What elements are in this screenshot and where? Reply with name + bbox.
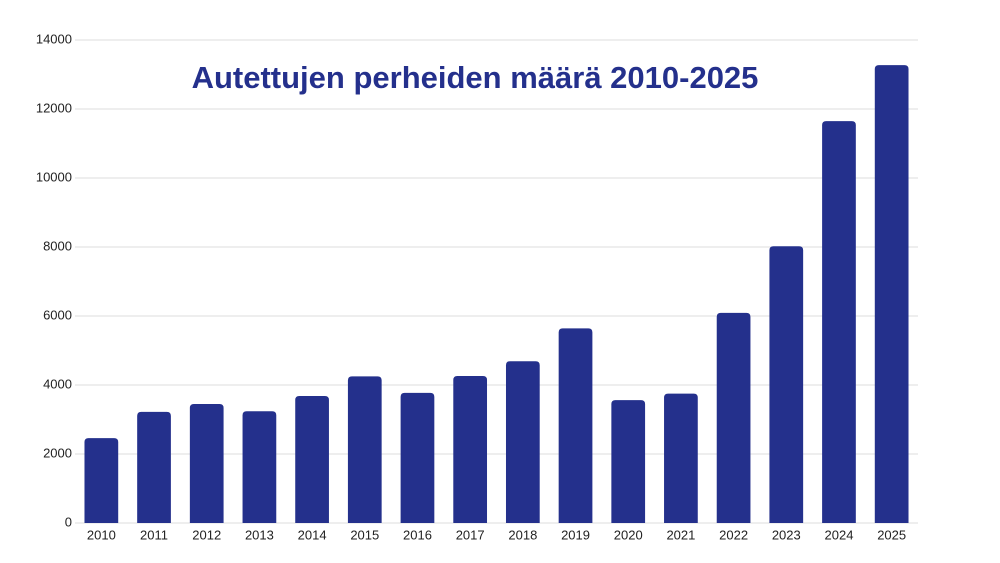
bar — [505, 361, 540, 523]
x-tick-label: 2019 — [561, 527, 590, 542]
bar — [242, 411, 277, 523]
y-tick-label: 2000 — [43, 445, 72, 460]
y-tick-label: 8000 — [43, 238, 72, 253]
x-tick-label: 2012 — [192, 527, 221, 542]
bar — [453, 376, 488, 523]
x-tick-label: 2020 — [614, 527, 643, 542]
bar — [874, 65, 909, 523]
x-tick-label: 2015 — [350, 527, 379, 542]
bar — [822, 121, 856, 523]
bar — [716, 312, 751, 523]
x-tick-label: 2018 — [508, 527, 537, 542]
bar — [347, 376, 382, 523]
x-tick-label: 2024 — [825, 527, 854, 542]
y-tick-label: 12000 — [36, 100, 72, 115]
y-tick-label: 10000 — [36, 169, 72, 184]
bar — [611, 400, 646, 523]
bar — [295, 396, 329, 523]
x-tick-label: 2022 — [719, 527, 748, 542]
x-tick-label: 2017 — [456, 527, 485, 542]
x-tick-label: 2010 — [87, 527, 116, 542]
x-tick-label: 2023 — [772, 527, 801, 542]
bar — [400, 392, 435, 523]
bar — [664, 393, 698, 523]
bar — [84, 438, 119, 523]
bar — [137, 411, 171, 523]
bar — [189, 403, 224, 523]
x-tick-label: 2016 — [403, 527, 432, 542]
x-tick-label: 2011 — [140, 527, 168, 542]
chart-title: Autettujen perheiden määrä 2010-2025 — [192, 60, 759, 95]
y-tick-label: 14000 — [36, 31, 72, 46]
y-tick-label: 6000 — [43, 307, 72, 322]
x-tick-label: 2013 — [245, 527, 274, 542]
x-tick-label: 2025 — [877, 527, 906, 542]
y-tick-label: 0 — [65, 514, 72, 529]
x-tick-label: 2014 — [298, 527, 327, 542]
x-tick-label: 2021 — [666, 527, 695, 542]
y-tick-label: 4000 — [43, 376, 72, 391]
bar — [769, 246, 804, 523]
bar — [558, 328, 593, 523]
